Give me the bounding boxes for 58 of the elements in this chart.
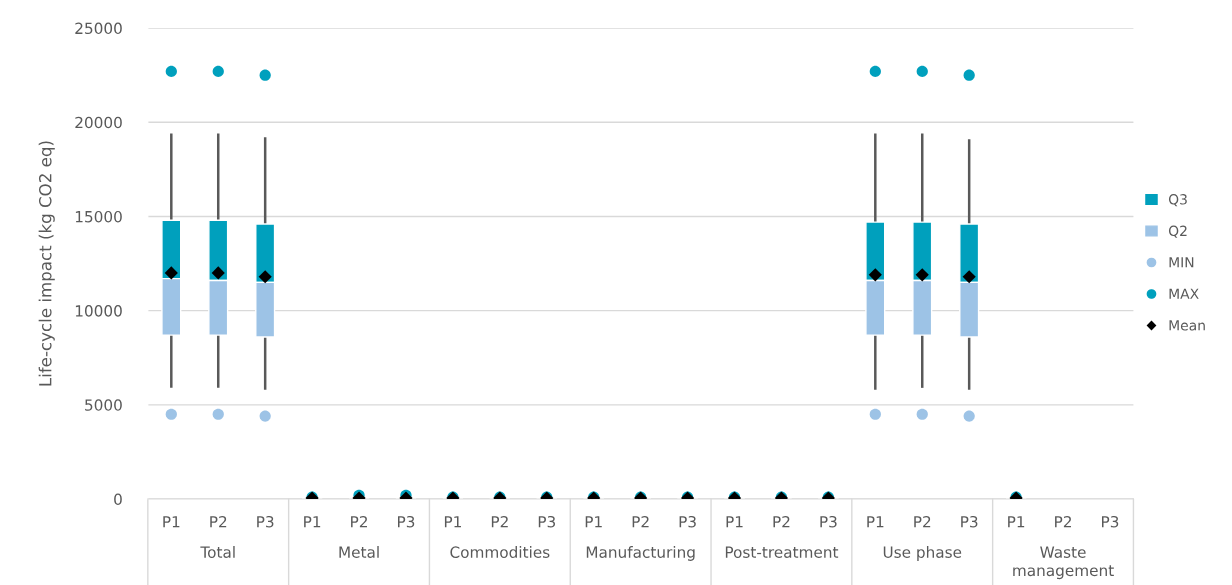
y-tick-label: 15000 bbox=[75, 210, 122, 223]
x-tick-label: P1 bbox=[304, 516, 321, 528]
point bbox=[868, 268, 882, 282]
point bbox=[916, 408, 928, 420]
point bbox=[869, 408, 881, 420]
x-tick-label: P3 bbox=[1102, 515, 1119, 528]
text: Total bbox=[200, 546, 235, 558]
text: Use phase bbox=[883, 546, 962, 561]
x-tick-label: P2 bbox=[1055, 515, 1071, 528]
point bbox=[962, 270, 976, 284]
legend-label: MAX bbox=[1169, 288, 1199, 299]
y-tick-label: 5000 bbox=[85, 399, 122, 411]
x-tick-label: P1 bbox=[444, 516, 461, 528]
text: Manufacturing bbox=[586, 546, 695, 561]
x-tick-label: P2 bbox=[210, 515, 227, 528]
x-tick-label: P3 bbox=[398, 515, 415, 528]
point bbox=[211, 266, 225, 280]
text: Post-treatment bbox=[725, 546, 839, 558]
x-tick-label: P3 bbox=[820, 515, 837, 528]
point bbox=[165, 408, 177, 420]
x-tick-label: P2 bbox=[632, 515, 649, 528]
y-tick-label: 10000 bbox=[75, 305, 122, 317]
legend-label: Q3 bbox=[1168, 194, 1187, 207]
point bbox=[258, 270, 272, 284]
text: Metal bbox=[339, 546, 379, 558]
x-tick-label: P1 bbox=[585, 516, 602, 528]
point bbox=[963, 69, 975, 81]
point bbox=[212, 408, 224, 420]
x-tick-label: P2 bbox=[351, 515, 367, 528]
x-tick-label: P2 bbox=[491, 515, 508, 528]
y-tick-label: 0 bbox=[114, 493, 122, 506]
x-tick-label: P3 bbox=[538, 515, 556, 528]
x-tick-label: P3 bbox=[679, 515, 696, 528]
y-tick-label: 25000 bbox=[75, 22, 122, 35]
text: Waste management bbox=[1013, 546, 1114, 580]
x-tick-label: P1 bbox=[867, 516, 884, 528]
x-tick-label: P3 bbox=[961, 515, 978, 528]
point bbox=[916, 65, 928, 77]
legend-label: Mean bbox=[1169, 320, 1205, 331]
x-tick-label: P1 bbox=[1008, 516, 1025, 528]
y-axis-title: Life-cycle impact (kg CO2 eq) bbox=[38, 141, 55, 386]
point bbox=[164, 266, 178, 280]
legend-label: Q2 bbox=[1168, 225, 1187, 238]
legend-label: MIN bbox=[1169, 257, 1194, 268]
point bbox=[259, 69, 271, 81]
x-tick-label: P1 bbox=[163, 516, 180, 528]
point bbox=[212, 65, 224, 77]
point bbox=[165, 65, 177, 77]
y-tick-label: 20000 bbox=[75, 116, 122, 129]
x-tick-label: P1 bbox=[726, 516, 743, 528]
point bbox=[869, 65, 881, 77]
point bbox=[963, 410, 975, 422]
x-tick-label: P3 bbox=[257, 515, 274, 528]
point bbox=[915, 268, 929, 282]
point bbox=[259, 410, 271, 422]
x-tick-label: P2 bbox=[914, 515, 931, 528]
text: Commodities bbox=[450, 546, 550, 558]
x-tick-label: P2 bbox=[773, 515, 790, 528]
